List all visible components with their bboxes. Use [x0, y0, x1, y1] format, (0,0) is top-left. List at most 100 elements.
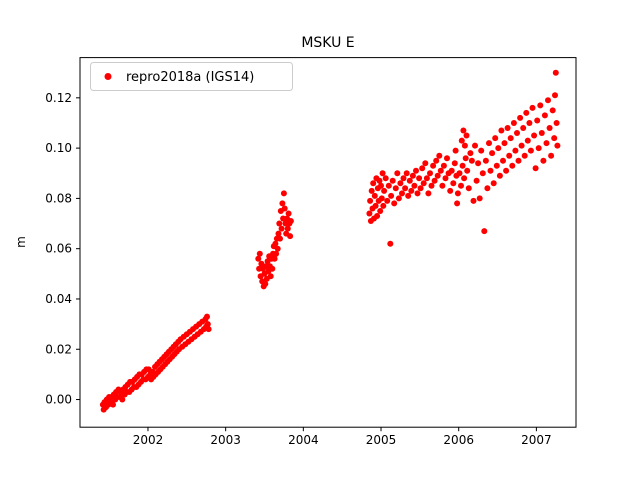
data-point — [454, 200, 461, 207]
data-point — [476, 195, 483, 202]
data-point — [501, 140, 508, 147]
data-point — [285, 210, 292, 217]
data-point — [534, 117, 541, 124]
data-point — [284, 225, 291, 232]
data-point — [205, 326, 212, 333]
y-tick-label: 0.00 — [45, 393, 72, 407]
data-point — [417, 185, 424, 192]
data-point — [436, 152, 443, 159]
data-point — [431, 177, 438, 184]
data-point — [470, 197, 477, 204]
data-point — [520, 125, 527, 131]
data-point — [272, 240, 279, 247]
data-point — [524, 137, 531, 144]
data-point — [554, 142, 561, 149]
data-point — [256, 250, 263, 257]
data-point — [374, 213, 381, 219]
data-point — [529, 104, 536, 111]
data-point — [537, 102, 544, 109]
data-point — [269, 265, 276, 272]
data-point — [503, 167, 510, 174]
data-point — [549, 107, 556, 114]
data-point — [376, 177, 383, 184]
data-point — [287, 233, 294, 240]
data-point — [458, 182, 464, 189]
data-point — [262, 280, 269, 287]
y-tick-label: 0.02 — [45, 342, 72, 356]
data-point — [546, 125, 553, 131]
data-point — [430, 162, 437, 169]
data-point — [459, 162, 466, 169]
data-point — [462, 155, 469, 162]
data-point — [276, 220, 283, 227]
data-point — [515, 157, 522, 164]
data-point — [413, 167, 419, 174]
data-point — [274, 245, 281, 252]
data-point — [521, 152, 528, 159]
data-point — [439, 182, 446, 189]
data-point — [495, 145, 502, 152]
data-point — [552, 69, 559, 76]
data-point — [523, 109, 530, 116]
data-point — [371, 192, 378, 199]
data-point — [119, 396, 126, 403]
data-point — [543, 140, 550, 147]
data-point — [479, 170, 486, 177]
data-point — [400, 175, 407, 182]
y-tick-label: 0.08 — [45, 191, 72, 205]
data-point — [482, 157, 489, 164]
data-point — [531, 132, 538, 139]
data-point — [403, 170, 410, 177]
data-point — [402, 185, 409, 192]
data-point — [278, 225, 285, 232]
y-tick-label: 0.06 — [45, 242, 72, 256]
data-point — [456, 170, 463, 177]
data-point — [366, 210, 373, 217]
legend-marker-icon — [104, 73, 112, 80]
data-point — [204, 321, 211, 328]
data-point — [454, 190, 461, 197]
data-point — [490, 180, 497, 187]
data-point — [475, 160, 482, 167]
data-point — [487, 167, 494, 174]
data-point — [532, 165, 539, 172]
data-point — [509, 162, 516, 169]
data-point — [385, 182, 392, 189]
data-point — [381, 187, 388, 194]
data-point — [433, 157, 440, 164]
data-point — [507, 135, 514, 142]
data-point — [450, 180, 457, 187]
data-point — [510, 120, 517, 126]
data-point — [518, 142, 525, 149]
data-point — [548, 152, 555, 159]
data-point — [420, 180, 427, 187]
data-point — [419, 165, 426, 172]
data-point — [394, 170, 401, 177]
axes-ticks: 2002 2003 2004 2005 2006 2007 0.00 0.02 0.04 0.06… — [45, 91, 551, 447]
data-point — [452, 147, 459, 154]
data-point — [489, 150, 496, 157]
data-point — [514, 130, 520, 136]
data-point — [526, 120, 533, 126]
data-point — [281, 205, 288, 212]
x-tick-label: 2004 — [288, 433, 319, 447]
data-point — [405, 192, 412, 199]
data-point — [451, 160, 458, 167]
data-point — [504, 125, 511, 131]
data-point — [422, 160, 429, 167]
data-point — [461, 142, 468, 149]
data-point — [379, 170, 386, 177]
data-point — [464, 167, 471, 174]
data-point — [461, 175, 468, 182]
data-point — [255, 255, 262, 262]
y-tick-label: 0.12 — [45, 91, 72, 105]
data-point — [267, 273, 274, 280]
data-point — [423, 175, 430, 182]
data-point — [280, 190, 287, 197]
data-point — [380, 202, 387, 209]
data-point — [382, 175, 389, 182]
data-point — [486, 140, 492, 147]
data-point — [427, 170, 433, 177]
